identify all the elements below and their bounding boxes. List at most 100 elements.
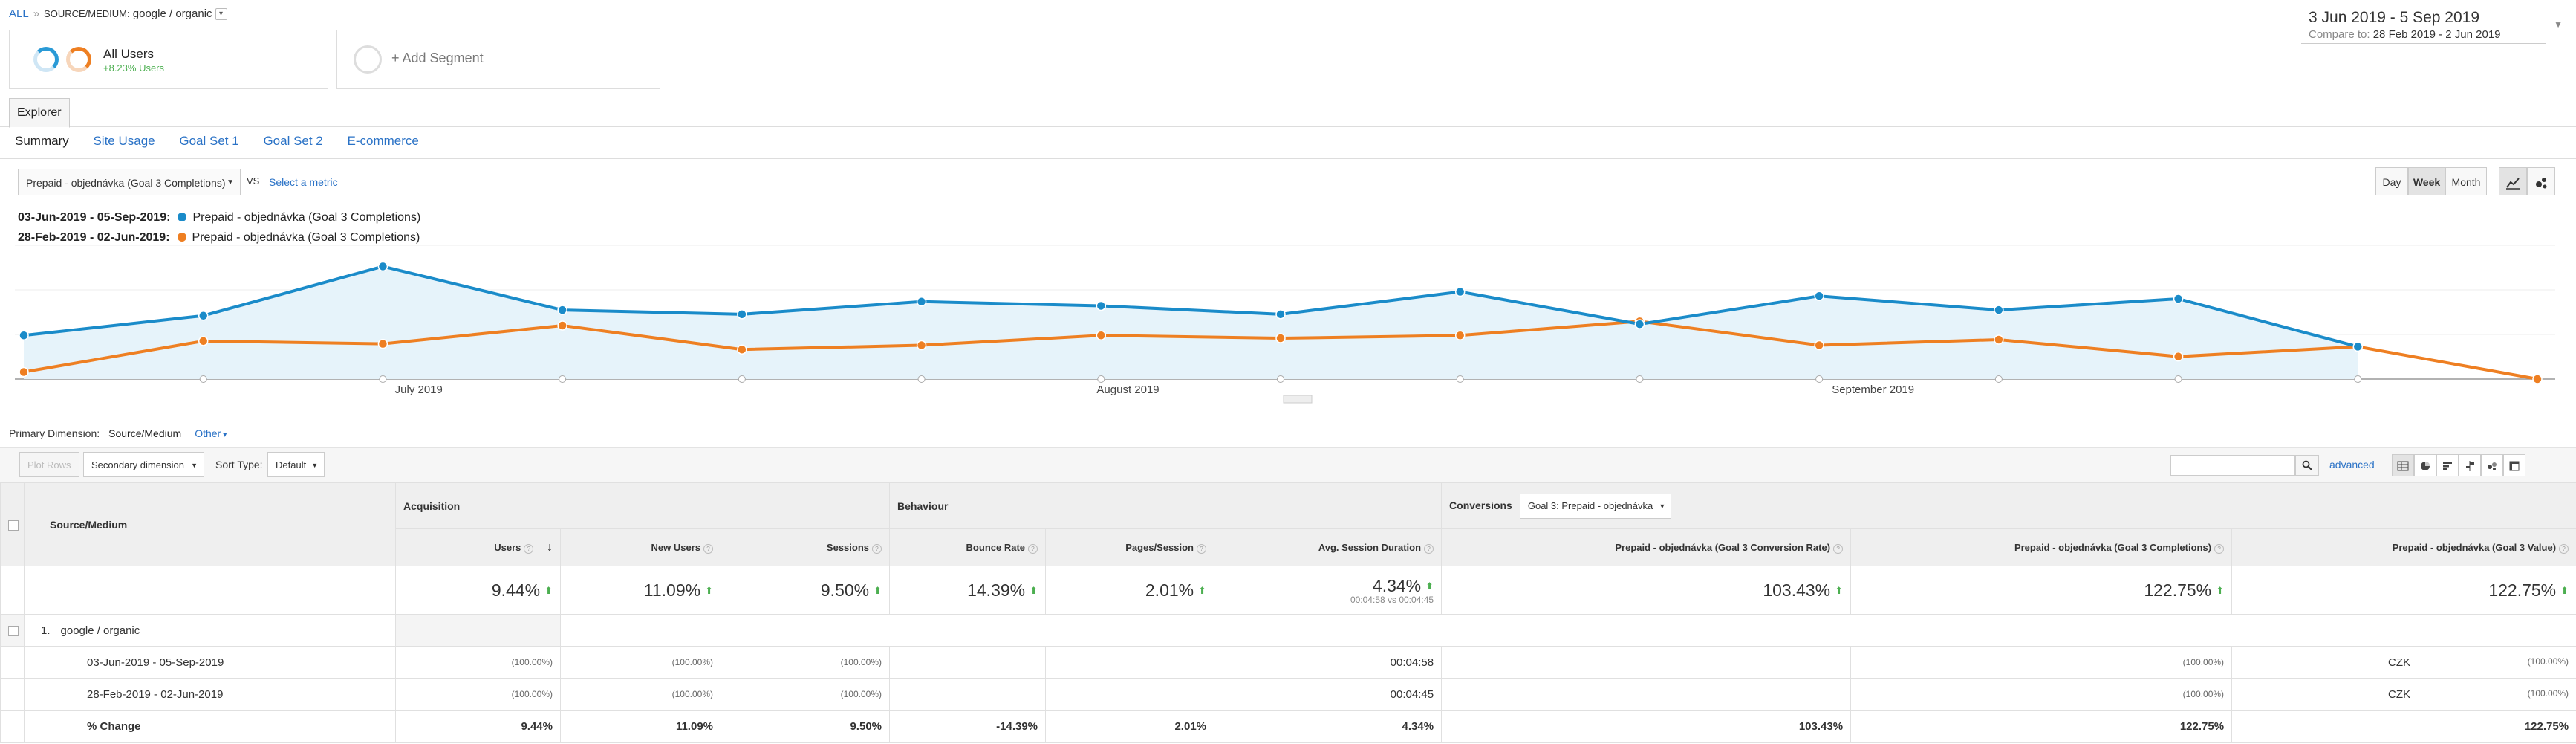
subtab-site-usage[interactable]: Site Usage [93, 134, 155, 148]
tab-explorer[interactable]: Explorer [9, 98, 70, 128]
period-month-button[interactable]: Month [2445, 167, 2487, 195]
subtab-ecommerce[interactable]: E-commerce [347, 134, 419, 148]
cell-value-share: (100.00%) [2527, 688, 2569, 699]
sort-type-select[interactable]: Default ▼ [267, 452, 325, 477]
total-value: 103.43% [1763, 580, 1831, 600]
segment-all-users[interactable]: All Users +8.23% Users [9, 30, 328, 89]
cell-users: (100.00%) [395, 678, 561, 711]
axis-marker [2174, 375, 2182, 383]
col-new-users[interactable]: New Users? [560, 528, 721, 566]
line-chart: July 2019 August 2019 September 2019 [15, 245, 2555, 404]
axis-marker [738, 375, 746, 383]
motion-chart-button[interactable] [2527, 167, 2555, 195]
row-dimension-link[interactable]: google / organic [60, 624, 140, 637]
col-goal-value[interactable]: Prepaid - objednávka (Goal 3 Value)? [2231, 528, 2576, 566]
help-icon[interactable]: ? [1028, 543, 1038, 554]
up-arrow-icon: ⬆ [1425, 580, 1434, 592]
help-icon[interactable]: ? [524, 543, 534, 554]
row-select-cell[interactable] [0, 614, 25, 647]
col-label: Prepaid - objednávka (Goal 3 Completions… [2014, 541, 2212, 553]
subtab-summary[interactable]: Summary [15, 134, 69, 148]
goal-select[interactable]: Goal 3: Prepaid - objednávka ▼ [1519, 493, 1672, 519]
subtab-goal-set-1[interactable]: Goal Set 1 [179, 134, 239, 148]
line-chart-button[interactable] [2499, 167, 2527, 195]
col-avg-session-duration[interactable]: Avg. Session Duration? [1214, 528, 1443, 566]
pivot-view-button[interactable] [2503, 454, 2525, 476]
metric-select[interactable]: Prepaid - objednávka (Goal 3 Completions… [18, 169, 241, 195]
performance-view-button[interactable] [2436, 454, 2459, 476]
comparison-view-button[interactable] [2459, 454, 2481, 476]
help-icon[interactable]: ? [1833, 543, 1844, 554]
help-icon[interactable]: ? [703, 543, 713, 554]
subtab-goal-set-2[interactable]: Goal Set 2 [263, 134, 323, 148]
help-icon[interactable]: ? [872, 543, 882, 554]
cell-conversion-rate [1441, 678, 1852, 711]
dimension-header[interactable]: Source/Medium [24, 482, 396, 566]
secondary-dimension-label: Secondary dimension [91, 459, 185, 470]
select-metric-link[interactable]: Select a metric [269, 176, 338, 188]
secondary-dimension-select[interactable]: Secondary dimension ▼ [83, 452, 205, 477]
date-range-picker[interactable]: 3 Jun 2019 - 5 Sep 2019 Compare to: 28 F… [2309, 9, 2546, 41]
period-week-button[interactable]: Week [2408, 167, 2445, 195]
col-sessions[interactable]: Sessions? [720, 528, 891, 566]
data-table-view-button[interactable] [2392, 454, 2414, 476]
plot-rows-button[interactable]: Plot Rows [19, 452, 79, 477]
primary-dimension-current[interactable]: Source/Medium [108, 427, 182, 439]
chart-resize-handle [1283, 395, 1313, 404]
data-point [557, 305, 567, 315]
col-pages-session[interactable]: Pages/Session? [1045, 528, 1215, 566]
cell-users: (100.00%) [395, 646, 561, 679]
segment-ring-icon [33, 47, 59, 72]
data-point [2352, 341, 2364, 352]
help-icon[interactable]: ? [1197, 543, 1207, 554]
compare-label: Compare to: [2309, 28, 2370, 41]
table-search-input[interactable] [2170, 455, 2295, 476]
up-arrow-icon: ⬆ [1198, 585, 1207, 597]
period-day-button[interactable]: Day [2375, 167, 2408, 195]
segment-change: +8.23% Users [103, 62, 165, 74]
cell-empty [0, 678, 25, 711]
col-label: Prepaid - objednávka (Goal 3 Value) [2392, 541, 2557, 553]
breadcrumb-separator: » [33, 7, 40, 20]
legend-range: 03-Jun-2019 - 05-Sep-2019: [18, 211, 171, 224]
totals-empty [0, 566, 25, 615]
cell-value: CZK (100.00%) [2231, 678, 2576, 711]
col-users[interactable]: Users? ↓ [395, 528, 561, 566]
advanced-filter-link[interactable]: advanced [2329, 459, 2375, 470]
currency-label: CZK [2388, 688, 2411, 701]
row-number: 1. [41, 624, 51, 637]
total-value: 14.39% [967, 580, 1026, 600]
axis-marker [1456, 375, 1464, 383]
axis-marker [379, 375, 387, 383]
col-goal-completions[interactable]: Prepaid - objednávka (Goal 3 Completions… [1850, 528, 2233, 566]
cell-empty [0, 710, 25, 743]
col-goal-conversion-rate[interactable]: Prepaid - objednávka (Goal 3 Conversion … [1441, 528, 1852, 566]
breadcrumb: ALL » SOURCE/MEDIUM: google / organic ▾ [9, 7, 227, 21]
help-icon[interactable]: ? [2214, 543, 2225, 554]
add-segment-circle-icon [354, 45, 382, 74]
col-bounce-rate[interactable]: Bounce Rate? [889, 528, 1047, 566]
chevron-down-icon[interactable]: ▾ [215, 8, 227, 21]
select-all-cell[interactable] [0, 482, 25, 566]
chevron-down-icon[interactable]: ▼ [2554, 19, 2563, 30]
help-icon[interactable]: ? [1424, 543, 1434, 554]
total-goal-conversion-rate: 103.43% ⬆ [1441, 566, 1852, 615]
primary-dimension-other[interactable]: Other [195, 427, 221, 439]
term-cloud-view-button[interactable] [2481, 454, 2503, 476]
period-label: 28-Feb-2019 - 02-Jun-2019 [24, 678, 396, 711]
breadcrumb-all-link[interactable]: ALL [9, 7, 29, 20]
data-point [737, 344, 747, 355]
total-pages-session: 2.01% ⬆ [1045, 566, 1215, 615]
add-segment-button[interactable]: + Add Segment [336, 30, 660, 89]
total-value: 9.50% [820, 580, 870, 600]
segment-ring-compare-icon [66, 47, 91, 72]
help-icon[interactable]: ? [2559, 543, 2569, 554]
change-label: % Change [24, 710, 396, 743]
row-checkbox[interactable] [8, 625, 19, 636]
select-all-checkbox[interactable] [8, 520, 19, 531]
search-button[interactable] [2295, 455, 2319, 476]
data-point [1454, 330, 1466, 341]
pie-view-button[interactable] [2414, 454, 2436, 476]
date-range-underline [2301, 43, 2546, 44]
primary-dimension: Primary Dimension: Source/Medium Other ▾ [9, 427, 227, 439]
